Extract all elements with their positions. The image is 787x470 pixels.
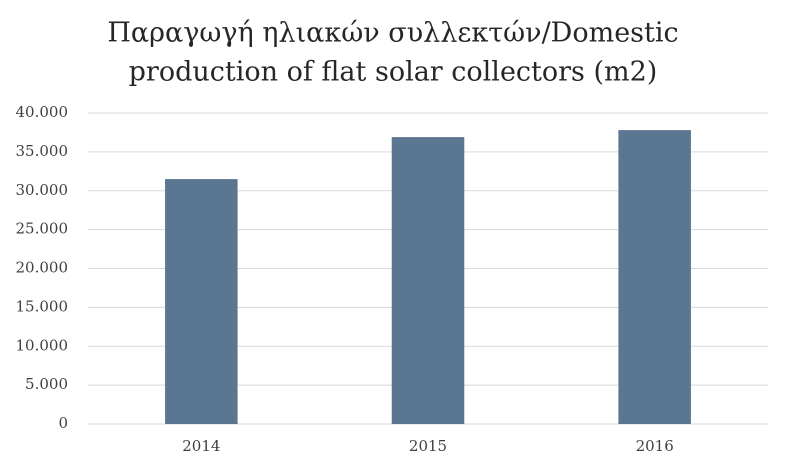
bar [165, 179, 238, 424]
y-tick-label: 30.000 [16, 181, 69, 199]
chart-title: Παραγωγή ηλιακών συλλεκτών/Domestic [107, 18, 678, 49]
y-tick-label: 25.000 [16, 220, 69, 238]
chart-title: production of flat solar collectors (m2) [129, 57, 658, 88]
x-tick-label: 2016 [636, 437, 674, 455]
y-tick-label: 5.000 [25, 375, 68, 393]
bar [618, 130, 691, 425]
y-tick-label: 40.000 [16, 103, 69, 121]
y-tick-label: 10.000 [16, 336, 69, 354]
bar [391, 137, 465, 425]
y-tick-label: 20.000 [16, 259, 69, 277]
y-tick-label: 15.000 [16, 297, 69, 315]
y-tick-label: 35.000 [16, 142, 69, 160]
x-tick-label: 2014 [182, 437, 220, 455]
x-tick-label: 2015 [409, 437, 447, 455]
y-tick-label: 0 [58, 414, 68, 432]
